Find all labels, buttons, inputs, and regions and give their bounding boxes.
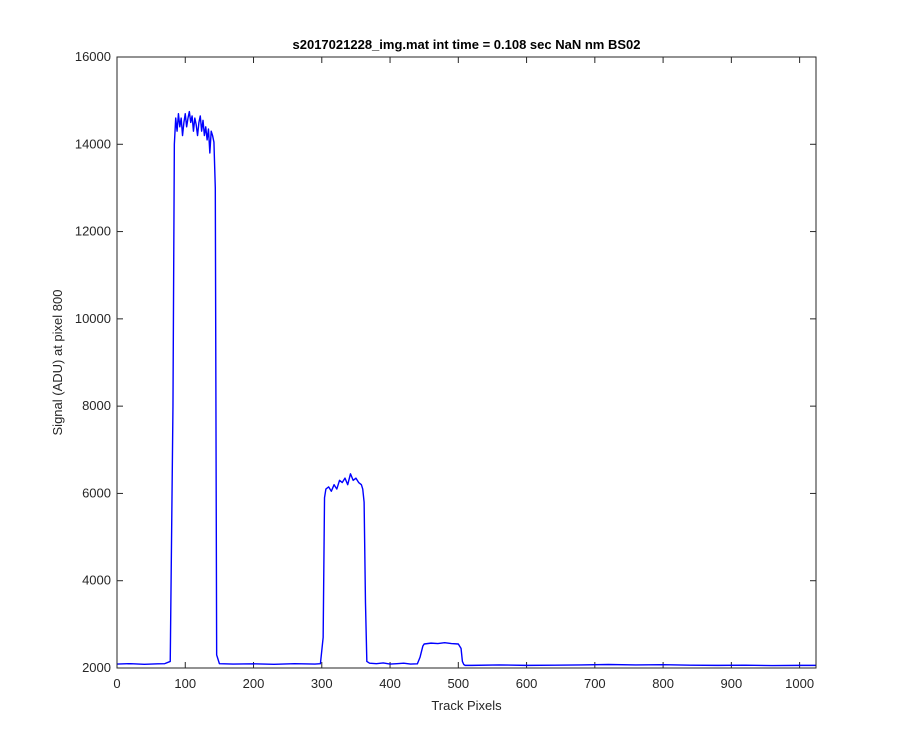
x-tick-label-3: 300 — [311, 676, 333, 691]
x-tick-label-0: 0 — [113, 676, 120, 691]
y-tick-label-4: 10000 — [75, 311, 111, 326]
x-tick-label-4: 400 — [379, 676, 401, 691]
plot-frame — [116, 56, 817, 669]
x-tick-label-2: 200 — [243, 676, 265, 691]
plot-area — [117, 57, 816, 668]
chart-title: s2017021228_img.mat int time = 0.108 sec… — [293, 37, 641, 52]
y-tick-label-1: 4000 — [82, 573, 111, 588]
x-axis-label: Track Pixels — [431, 698, 502, 713]
x-tick-label-5: 500 — [447, 676, 469, 691]
x-tick-label-6: 600 — [516, 676, 538, 691]
x-tick-label-9: 900 — [721, 676, 743, 691]
x-tick-label-7: 700 — [584, 676, 606, 691]
y-tick-label-5: 12000 — [75, 224, 111, 239]
y-axis-label: Signal (ADU) at pixel 800 — [50, 290, 65, 436]
y-tick-label-2: 6000 — [82, 485, 111, 500]
y-tick-label-7: 16000 — [75, 49, 111, 64]
x-axis: 0 100 200 300 400 500 600 700 800 900 1000 — [113, 57, 814, 691]
y-tick-label-0: 2000 — [82, 660, 111, 675]
x-tick-label-10: 1000 — [785, 676, 814, 691]
x-tick-label-1: 100 — [174, 676, 196, 691]
y-tick-label-3: 8000 — [82, 398, 111, 413]
y-tick-label-6: 14000 — [75, 136, 111, 151]
y-axis: 2000 4000 6000 8000 10000 12000 14000 16000 — [75, 49, 816, 675]
series-line — [116, 110, 816, 667]
x-tick-label-8: 800 — [652, 676, 674, 691]
